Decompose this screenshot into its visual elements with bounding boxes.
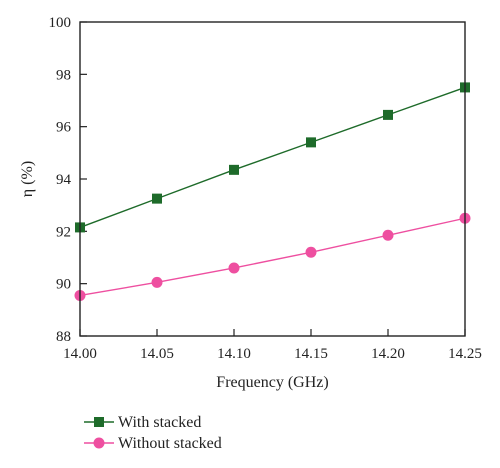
y-tick-label: 94 — [56, 172, 72, 188]
data-point-square — [152, 193, 162, 204]
data-point-circle — [305, 246, 317, 258]
data-point-circle — [151, 276, 163, 288]
x-tick-label: 14.10 — [217, 346, 251, 362]
y-tick-label: 92 — [56, 224, 71, 240]
x-tick-label: 14.05 — [140, 346, 174, 362]
legend-label: With stacked — [118, 414, 201, 431]
x-tick-label: 14.00 — [63, 346, 97, 362]
x-tick-label: 14.25 — [448, 346, 482, 362]
x-tick-label: 14.20 — [371, 346, 405, 362]
legend-marker-square — [94, 417, 104, 427]
series-1 — [75, 82, 470, 233]
ticks-layer: 14.00 14.05 14.10 14.15 14.20 14.25 88 90 92 94 96… — [49, 15, 482, 362]
y-tick-label: 96 — [56, 120, 72, 136]
legend-label: Without stacked — [118, 435, 222, 452]
data-point-square — [229, 164, 239, 175]
y-tick-label: 100 — [49, 15, 72, 31]
legend-marker-circle — [93, 437, 105, 449]
y-tick-label: 98 — [56, 67, 71, 83]
y-tick-label: 88 — [56, 329, 71, 345]
series-layer — [74, 82, 471, 301]
series-2 — [74, 212, 471, 301]
legend: With stacked Without stacked — [84, 414, 222, 452]
y-axis-title: η (%) — [19, 161, 36, 197]
plot-frame — [79, 21, 466, 337]
legend-item: With stacked — [84, 414, 201, 431]
x-tick-label: 14.15 — [294, 346, 328, 362]
y-tick-label: 90 — [56, 277, 71, 293]
legend-item: Without stacked — [84, 435, 222, 452]
x-axis-title: Frequency (GHz) — [216, 374, 328, 391]
data-point-square — [383, 109, 393, 120]
data-point-circle — [382, 229, 394, 241]
series-line — [79, 217, 466, 297]
data-point-square — [306, 137, 316, 148]
data-point-circle — [228, 262, 240, 274]
series-line — [79, 86, 466, 229]
